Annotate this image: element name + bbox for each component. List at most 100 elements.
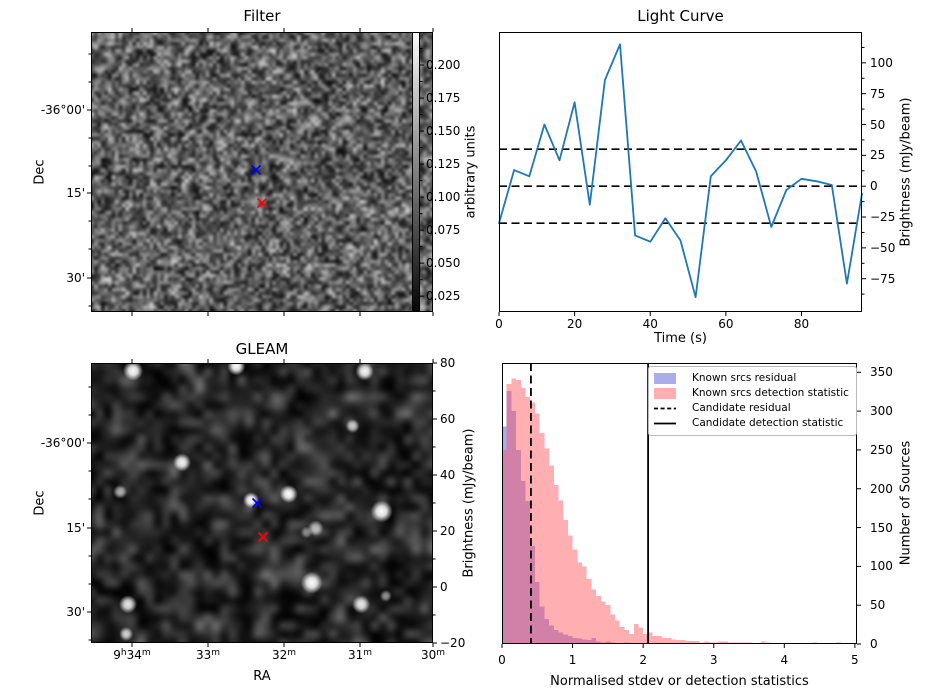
dec-tick-label: 30' <box>66 605 85 619</box>
gleam-colorbar-tick-label: 20 <box>440 524 456 538</box>
legend-item: Known srcs detection statistic <box>654 387 852 400</box>
histogram-bar <box>789 643 794 644</box>
histogram-bar <box>647 632 653 644</box>
histogram-bar <box>539 606 545 644</box>
histogram-bar <box>520 480 526 644</box>
histogram-bar <box>534 413 540 644</box>
histogram-bar <box>751 643 757 644</box>
histogram-legend: Known srcs residual Known srcs detection … <box>648 366 857 436</box>
legend-item: Candidate residual <box>654 402 852 415</box>
count-tick-label: 350 <box>870 365 893 380</box>
filter-colorbar-label: arbitrary units <box>463 125 479 219</box>
brightness-tick-label: 25 <box>870 148 886 163</box>
stat-tick-label: 2 <box>639 653 647 667</box>
histogram-bar <box>624 630 630 644</box>
histogram-bar <box>539 432 545 644</box>
histogram-bar <box>502 426 507 644</box>
histogram-bar <box>633 623 639 644</box>
histogram-bar <box>732 642 738 644</box>
histogram-bar <box>586 578 592 644</box>
histogram-bar <box>582 639 587 644</box>
histogram-bar <box>770 643 776 644</box>
histogram-bar <box>619 643 625 644</box>
ra-tick-label: 31m <box>347 648 373 662</box>
histogram-bar <box>638 643 644 644</box>
histogram-bar <box>760 641 766 644</box>
filter-colorbar <box>412 32 420 312</box>
histogram-bar <box>695 640 700 644</box>
histogram-bar <box>502 449 507 644</box>
stat-tick-label: 3 <box>709 653 718 667</box>
histogram-bar <box>582 566 587 644</box>
histogram-bar <box>690 640 696 644</box>
ra-tick-label: 32m <box>271 648 297 662</box>
brightness-tick-label: −25 <box>870 210 896 225</box>
filter-image <box>91 32 433 312</box>
filter-dec-axis-label: Dec <box>32 159 48 185</box>
histogram-bar <box>520 387 526 644</box>
time-tick-label: 40 <box>642 317 658 331</box>
histogram-bar <box>845 643 851 644</box>
histogram-bar <box>704 641 710 644</box>
histogram-bar <box>506 383 512 644</box>
histogram-x-axis-label: Normalised stdev or detection statistics <box>550 674 809 689</box>
histogram-bar <box>563 634 568 644</box>
histogram-bar <box>765 642 771 644</box>
histogram-bar <box>596 641 601 644</box>
histogram-bar <box>756 643 761 644</box>
filter-panel-title: Filter <box>243 7 281 25</box>
brightness-tick-label: 100 <box>870 55 893 70</box>
dec-tick-label: 15' <box>66 521 85 535</box>
histogram-bar <box>586 640 592 644</box>
legend-item: Candidate detection statistic <box>654 417 852 430</box>
count-tick-label: 300 <box>870 404 893 419</box>
ra-tick-label: 9h34m <box>113 648 151 662</box>
dec-tick-label: 30' <box>66 271 85 285</box>
histogram-bar <box>807 643 813 644</box>
histogram-bar <box>596 595 601 644</box>
light-curve-x-axis-label: Time (s) <box>654 331 707 346</box>
histogram-bar <box>530 546 535 644</box>
histogram-bar <box>567 535 573 644</box>
count-tick-label: 0 <box>870 637 878 651</box>
gleam-colorbar-tick-label: 80 <box>440 356 456 370</box>
colorbar-tick-label: 0.100 <box>426 190 461 205</box>
histogram-bar <box>600 601 606 644</box>
colorbar-tick-label: 0.200 <box>426 58 461 73</box>
stat-tick-label: 4 <box>780 653 789 667</box>
histogram-bar <box>591 637 597 644</box>
histogram-bar <box>605 605 611 644</box>
histogram-bar <box>619 626 625 644</box>
light-curve-panel-title: Light Curve <box>637 7 724 25</box>
histogram-bar <box>511 378 517 644</box>
legend-swatch <box>654 418 676 429</box>
histogram-bar <box>798 643 804 644</box>
histogram-bar <box>614 643 620 644</box>
brightness-tick-label: 0 <box>870 179 878 194</box>
dec-tick-label: -36°00' <box>40 436 85 450</box>
histogram-bar <box>525 397 531 644</box>
colorbar-tick-label: 0.050 <box>426 256 461 271</box>
histogram-bar <box>553 630 559 644</box>
gleam-panel-title: GLEAM <box>235 340 289 358</box>
histogram-bar <box>671 639 677 644</box>
legend-swatch <box>654 388 676 399</box>
legend-swatch <box>654 403 676 414</box>
histogram-bar <box>784 643 790 644</box>
histogram-bar <box>544 448 550 644</box>
histogram-bar <box>577 562 583 644</box>
histogram-bar <box>553 484 559 644</box>
brightness-tick-label: 75 <box>870 86 886 101</box>
gleam-colorbar-label: Brightness (mJy/beam) <box>461 428 477 578</box>
histogram-bar <box>836 642 841 644</box>
dec-tick-label: 15' <box>66 186 85 200</box>
legend-label: Known srcs detection statistic <box>692 387 849 399</box>
histogram-bar <box>516 380 521 644</box>
brightness-tick-label: 50 <box>870 117 886 132</box>
time-tick-label: 0 <box>495 317 503 331</box>
histogram-bar <box>567 636 573 644</box>
histogram-bar <box>558 632 564 644</box>
histogram-bar <box>713 642 719 644</box>
histogram-bar <box>652 636 658 644</box>
histogram-bar <box>629 643 634 644</box>
